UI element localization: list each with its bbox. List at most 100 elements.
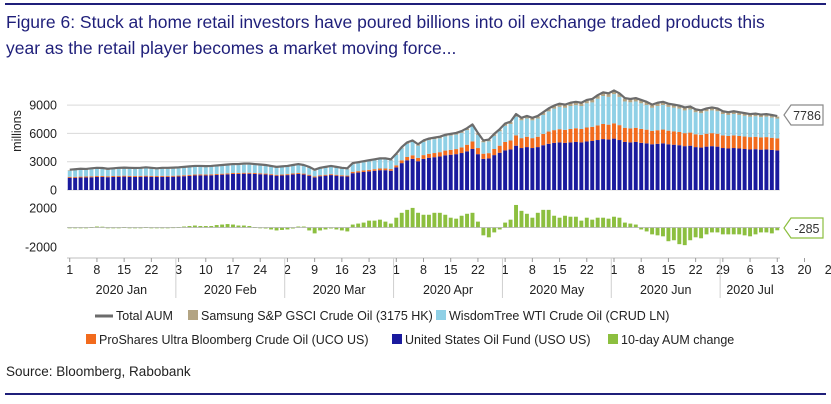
- uso-bar: [127, 176, 132, 190]
- uso-bar: [116, 176, 121, 190]
- uso-bar: [187, 175, 192, 190]
- uco-bar: [541, 133, 546, 146]
- uso-bar: [263, 174, 268, 190]
- crud-bar: [73, 170, 78, 177]
- uso-bar: [160, 176, 165, 190]
- change-bar: [524, 213, 529, 228]
- crud-bar: [563, 107, 567, 130]
- crud-bar: [116, 168, 121, 176]
- change-bar: [492, 227, 497, 233]
- x-day-tick-label: 8: [529, 263, 536, 277]
- change-bar: [601, 217, 606, 228]
- legend-label-uco: ProShares Ultra Bloomberg Crude Oil (UCO…: [99, 333, 369, 347]
- uco-bar: [769, 137, 774, 150]
- change-bar: [470, 212, 475, 228]
- gsci-bar: [769, 115, 774, 118]
- uso-bar: [345, 176, 350, 190]
- gsci-bar: [584, 100, 589, 104]
- crud-bar: [644, 105, 649, 130]
- uso-bar: [481, 158, 486, 190]
- uso-bar: [693, 147, 698, 190]
- uco-bar: [492, 148, 497, 156]
- change-bar: [573, 216, 578, 228]
- gsci-bar: [693, 109, 698, 113]
- uco-bar: [269, 174, 274, 176]
- uco-bar: [323, 174, 328, 176]
- uso-bar: [89, 177, 94, 190]
- uco-bar: [307, 174, 312, 176]
- change-bar: [465, 213, 469, 228]
- crud-bar: [552, 108, 557, 131]
- crud-bar: [633, 101, 638, 128]
- crud-bar: [508, 124, 513, 141]
- uco-bar: [546, 131, 551, 144]
- upper-y-tick-label: 9000: [29, 99, 57, 113]
- crud-bar: [252, 165, 257, 174]
- crud-bar: [726, 114, 731, 136]
- x-day-tick-label: 24: [253, 263, 267, 277]
- uco-bar: [688, 132, 693, 146]
- legend-swatch-change: [608, 334, 618, 344]
- legend-swatch-uso: [392, 334, 402, 344]
- uco-bar: [720, 135, 725, 149]
- uco-bar: [666, 130, 671, 145]
- crud-bar: [171, 168, 176, 176]
- uso-bar: [710, 146, 714, 190]
- x-month-label: 2020 Jan: [96, 283, 147, 297]
- crud-bar: [628, 102, 633, 129]
- uco-bar: [78, 176, 83, 178]
- crud-bar: [764, 116, 769, 138]
- crud-bar: [448, 135, 453, 150]
- crud-bar: [704, 111, 709, 134]
- uco-bar: [682, 133, 687, 147]
- uco-bar: [160, 175, 165, 177]
- uco-bar: [639, 128, 644, 143]
- change-bar: [378, 219, 382, 228]
- uso-bar: [601, 139, 606, 190]
- change-callout-value: -285: [794, 222, 819, 236]
- uso-bar: [432, 157, 437, 190]
- crud-bar: [557, 106, 562, 130]
- uso-bar: [671, 144, 676, 190]
- crud-bar: [666, 106, 671, 131]
- crud-bar: [497, 131, 502, 146]
- gsci-bar: [644, 102, 649, 106]
- change-bar: [405, 209, 410, 228]
- uco-bar: [187, 174, 192, 176]
- change-bar: [693, 227, 698, 238]
- change-bar: [758, 227, 763, 233]
- crud-bar: [198, 166, 203, 175]
- uco-bar: [552, 130, 557, 143]
- uco-bar: [644, 129, 649, 144]
- crud-bar: [133, 169, 137, 176]
- uso-bar: [220, 174, 225, 190]
- uso-bar: [285, 175, 290, 190]
- change-bar: [590, 219, 595, 228]
- crud-bar: [514, 116, 518, 136]
- crud-bar: [231, 165, 235, 174]
- crud-bar: [470, 126, 475, 142]
- crud-bar: [519, 120, 524, 139]
- change-bar: [290, 227, 295, 229]
- crud-bar: [775, 118, 780, 139]
- uco-bar: [633, 127, 638, 142]
- uco-bar: [650, 130, 655, 145]
- change-bar: [312, 227, 317, 234]
- crud-bar: [737, 114, 742, 136]
- change-bar: [748, 227, 753, 237]
- crud-bar: [192, 166, 197, 175]
- uso-bar: [748, 149, 753, 190]
- uso-bar: [731, 148, 736, 190]
- total-aum-series-line: [69, 89, 778, 171]
- x-day-tick-label: 6: [747, 263, 754, 277]
- gsci-bar: [682, 107, 687, 111]
- change-bar: [541, 209, 546, 228]
- change-bar: [699, 227, 704, 239]
- crud-bar: [677, 108, 682, 133]
- crud-bar: [269, 166, 274, 175]
- uso-bar: [280, 175, 284, 190]
- change-bar: [720, 227, 725, 235]
- crud-bar: [492, 135, 497, 149]
- crud-bar: [753, 116, 758, 137]
